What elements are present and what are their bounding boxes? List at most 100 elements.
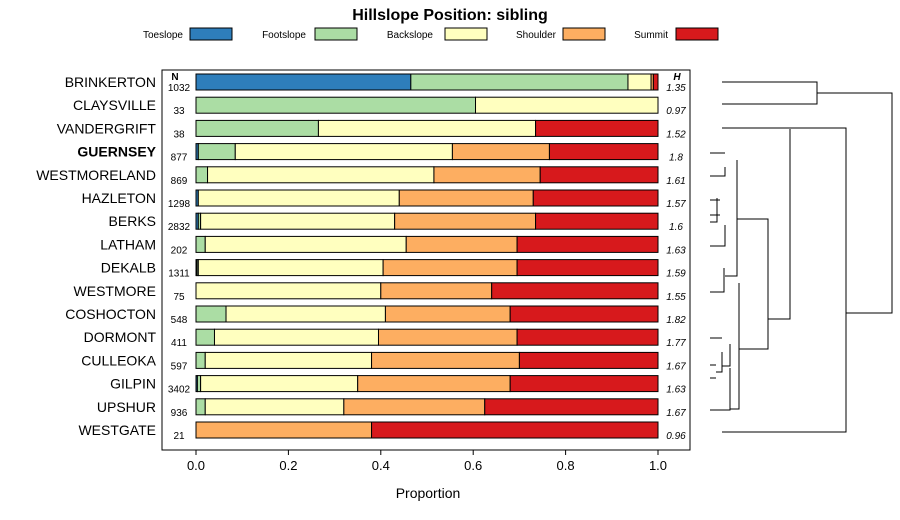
bar-segment xyxy=(509,375,659,393)
n-value: 936 xyxy=(171,408,188,419)
bar-segment xyxy=(225,305,386,323)
row-label: DEKALB xyxy=(101,260,156,276)
bar-segment xyxy=(539,166,659,184)
row-label: WESTMORELAND xyxy=(36,167,156,183)
n-value: 877 xyxy=(171,153,188,164)
bar-segment xyxy=(195,398,206,416)
bar-segment xyxy=(195,305,227,323)
x-axis-label: Proportion xyxy=(396,485,461,501)
n-value: 869 xyxy=(171,176,188,187)
n-value: 2832 xyxy=(168,222,191,233)
bar-segment xyxy=(384,305,511,323)
bar-segment xyxy=(234,143,453,161)
bar-segment xyxy=(509,305,659,323)
n-value: 548 xyxy=(171,315,188,326)
n-value: 1298 xyxy=(168,199,191,210)
bar-segment xyxy=(516,259,659,277)
dendrogram-branch xyxy=(817,92,893,314)
row-label: GILPIN xyxy=(110,376,156,392)
bar-segment xyxy=(451,143,550,161)
bar-segment xyxy=(195,351,206,369)
bar-segment xyxy=(532,189,659,207)
x-tick-label: 1.0 xyxy=(649,458,667,473)
row-label: VANDERGRIFT xyxy=(57,120,157,136)
h-value: 1.57 xyxy=(666,199,686,210)
row-label: CULLEOKA xyxy=(81,352,156,368)
n-value: 1032 xyxy=(168,83,191,94)
x-tick-label: 0.8 xyxy=(557,458,575,473)
n-value: 21 xyxy=(173,431,185,442)
row-label: WESTGATE xyxy=(78,422,156,438)
n-value: 75 xyxy=(173,292,185,303)
h-value: 1.63 xyxy=(666,385,686,396)
dendrogram-branch xyxy=(737,218,769,260)
dendrogram-branch xyxy=(722,127,847,221)
legend-label: Toeslope xyxy=(143,30,183,41)
legend: Toeslope Footslope Backslope Shoulder Summit xyxy=(143,27,719,41)
bar-segment xyxy=(380,282,493,300)
row-label: WESTMORE xyxy=(74,283,156,299)
h-value: 1.55 xyxy=(666,292,686,303)
bar-segment xyxy=(204,235,407,253)
h-value: 1.35 xyxy=(666,83,686,94)
row-label: COSHOCTON xyxy=(65,306,156,322)
row-labels: BRINKERTON CLAYSVILLE VANDERGRIFT GUERNSEY W… xyxy=(36,74,156,438)
bar-segment xyxy=(627,73,652,91)
dendrogram-branch xyxy=(722,344,731,367)
row-label: GUERNSEY xyxy=(77,144,156,160)
n-value: 1311 xyxy=(168,269,190,280)
bar-segment xyxy=(213,328,379,346)
x-axis: 0.0 0.2 0.4 0.6 0.8 1.0 xyxy=(187,450,667,473)
x-tick-label: 0.0 xyxy=(187,458,205,473)
bar-segment xyxy=(652,73,659,91)
bar-segment xyxy=(195,73,412,91)
h-values: 1.35 0.97 1.52 1.8 1.61 1.57 1.6 1.63 1.59 1.55 1.… xyxy=(666,83,686,442)
legend-swatch xyxy=(444,27,488,41)
x-tick-label: 0.4 xyxy=(372,458,390,473)
legend-label: Backslope xyxy=(387,30,434,41)
legend-label: Shoulder xyxy=(516,30,557,41)
dendrogram-branch xyxy=(730,283,740,410)
plot-frame xyxy=(161,69,691,451)
h-value: 1.6 xyxy=(669,222,683,233)
h-value: 0.96 xyxy=(666,431,686,442)
dendrogram-branch xyxy=(725,160,738,277)
row-label: BERKS xyxy=(109,213,156,229)
bar-segment xyxy=(382,259,518,277)
n-value: 411 xyxy=(171,338,187,349)
n-header: N xyxy=(171,72,178,83)
h-value: 1.63 xyxy=(666,245,686,256)
h-value: 1.61 xyxy=(666,176,685,187)
bar-segment xyxy=(204,398,345,416)
bar-segment xyxy=(195,282,382,300)
bar-segment xyxy=(197,259,384,277)
h-header: H xyxy=(673,72,681,83)
h-value: 0.97 xyxy=(666,106,686,117)
bar-segment xyxy=(405,235,518,253)
bar-segment xyxy=(516,328,659,346)
legend-swatch xyxy=(314,27,358,41)
row-label: DORMONT xyxy=(84,329,157,345)
bar-segment xyxy=(491,282,659,300)
dendrogram-branch xyxy=(710,368,731,411)
legend-swatch xyxy=(675,27,719,41)
bar-segment xyxy=(484,398,659,416)
dendrogram-branch xyxy=(710,198,718,223)
bar-segment xyxy=(207,166,435,184)
bar-segment xyxy=(200,212,396,230)
bar-segment xyxy=(195,166,209,184)
n-value: 3402 xyxy=(168,385,191,396)
x-tick-label: 0.2 xyxy=(279,458,297,473)
x-tick-label: 0.6 xyxy=(464,458,482,473)
legend-label: Summit xyxy=(634,30,668,41)
bar-segment xyxy=(371,351,520,369)
bar-segment xyxy=(518,351,659,369)
bar-segment xyxy=(535,119,659,137)
bars xyxy=(195,73,659,439)
dendrogram-branch xyxy=(722,81,818,105)
bar-segment xyxy=(410,73,629,91)
row-label: HAZLETON xyxy=(82,190,156,206)
h-value: 1.52 xyxy=(666,129,686,140)
bar-segment xyxy=(197,189,400,207)
